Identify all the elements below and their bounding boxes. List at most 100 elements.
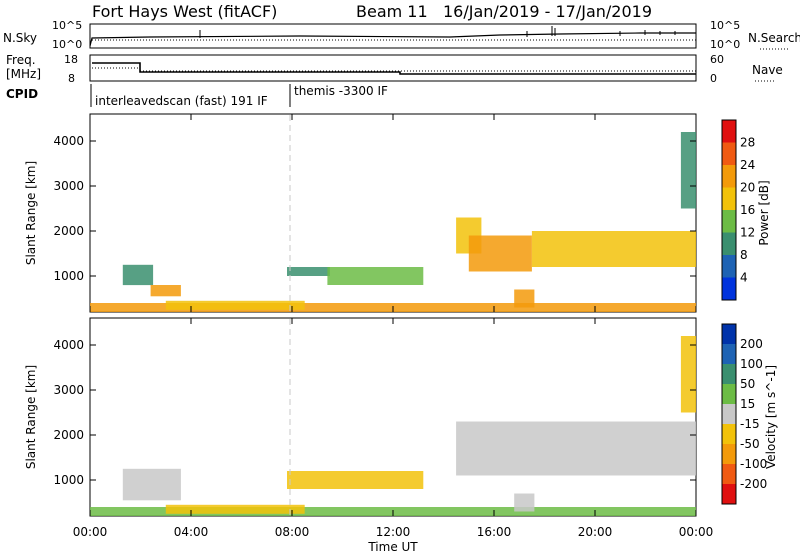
colorbar-swatch	[722, 384, 736, 404]
y-tick-label: 4000	[53, 134, 84, 148]
x-tick-label: 00:00	[679, 525, 714, 539]
sky-spikes	[199, 26, 676, 38]
date-range: 16/Jan/2019 - 17/Jan/2019	[443, 2, 652, 21]
x-tick-label: 08:00	[275, 525, 310, 539]
echo-region-5	[514, 493, 535, 512]
y-tick-label: 2000	[53, 428, 84, 442]
y-tick-label: 3000	[53, 383, 84, 397]
echo-region-4	[456, 421, 696, 476]
freq-tick-low: 8	[68, 72, 75, 85]
colorbar-swatch	[722, 277, 736, 300]
colorbar-tick-label: 4	[740, 271, 748, 285]
echo-region-9	[514, 289, 535, 308]
x-tick-label: 04:00	[174, 525, 209, 539]
nave-trace	[92, 67, 696, 72]
freq-label-line2: [MHz]	[6, 67, 41, 81]
echo-region-2	[165, 504, 305, 514]
y-tick-label: 1000	[53, 473, 84, 487]
x-tick-label: 12:00	[376, 525, 411, 539]
time-axis: 00:00 04:00 08:00 12:00 16:00 20:00 00:00	[73, 114, 714, 539]
colorbar-swatch	[722, 210, 736, 233]
colorbar-tick-label: 16	[740, 203, 755, 217]
sky-count-trace	[89, 32, 696, 47]
colorbar-tick-label: -50	[740, 437, 760, 451]
nave-label: Nave	[752, 63, 783, 77]
colorbar-swatch	[722, 255, 736, 278]
colorbar-swatch	[722, 364, 736, 384]
power-colorbar-label: Power [dB]	[757, 180, 771, 245]
colorbar-frame	[721, 119, 737, 301]
time-axis-label: Time UT	[367, 540, 418, 554]
cpid-mode-1: interleavedscan (fast) 191 IF	[95, 94, 268, 108]
search-label: N.Search	[748, 31, 800, 45]
colorbar-swatch	[722, 187, 736, 210]
colorbar-swatch	[722, 165, 736, 188]
x-tick-label: 20:00	[578, 525, 613, 539]
power-colorbar: 28 24 20 16 12 8 4	[721, 119, 755, 301]
echo-region-1	[122, 264, 154, 286]
colorbar-swatch	[722, 232, 736, 255]
colorbar-tick-label: 15	[740, 397, 755, 411]
y-tick-label: 1000	[53, 269, 84, 283]
sky-label: N.Sky	[3, 31, 37, 45]
echo-region-1	[122, 468, 181, 501]
freq-panel	[89, 54, 697, 82]
colorbar-tick-label: 28	[740, 136, 755, 150]
velocity-colorbar: 200 100 50 15 -15 -50 -100 -200	[721, 323, 767, 505]
echo-region-7	[468, 235, 532, 272]
echo-region-8	[531, 231, 696, 267]
echo-region-10	[680, 132, 696, 209]
nave-tick-high: 60	[710, 53, 724, 66]
cpid-mode-2: themis -3300 IF	[294, 84, 388, 98]
colorbar-tick-label: 50	[740, 377, 755, 391]
colorbar-swatch	[722, 404, 736, 424]
colorbar-tick-label: -15	[740, 417, 760, 431]
power-panel: 1000 2000 3000 4000 Slant Range [km] 28 24 20…	[24, 113, 771, 313]
y-tick-label: 3000	[53, 179, 84, 193]
x-tick-label: 16:00	[477, 525, 512, 539]
search-tick-low: 10^0	[710, 38, 740, 51]
freq-trace	[92, 62, 696, 75]
freq-tick-high: 18	[64, 53, 78, 66]
velocity-colorbar-label: Velocity [m s^-1]	[764, 365, 778, 469]
colorbar-tick-label: 24	[740, 158, 755, 172]
colorbar-swatch	[722, 484, 736, 504]
colorbar-frame	[721, 323, 737, 505]
colorbar-tick-label: 8	[740, 248, 748, 262]
colorbar-swatch	[722, 444, 736, 464]
y-tick-label: 2000	[53, 224, 84, 238]
colorbar-tick-label: 20	[740, 181, 755, 195]
beam-label: Beam 11	[356, 2, 428, 21]
colorbar-tick-label: -200	[740, 477, 767, 491]
echo-region-2	[150, 285, 181, 297]
echo-region-5	[327, 267, 424, 285]
colorbar-swatch	[722, 464, 736, 484]
power-ylabel: Slant Range [km]	[24, 161, 38, 265]
search-tick-high: 10^5	[710, 19, 740, 32]
power-y-ticks: 1000 2000 3000 4000	[53, 134, 696, 283]
cpid-label: CPID	[6, 87, 38, 101]
colorbar-swatch	[722, 142, 736, 165]
colorbar-swatch	[722, 120, 736, 143]
y-tick-label: 4000	[53, 338, 84, 352]
echo-region-6	[680, 336, 696, 413]
colorbar-tick-label: -100	[740, 457, 767, 471]
sky-tick-low: 10^0	[52, 38, 82, 51]
colorbar-tick-label: 12	[740, 226, 755, 240]
colorbar-swatch	[722, 424, 736, 444]
nave-tick-low: 0	[710, 72, 717, 85]
colorbar-swatch	[722, 324, 736, 344]
colorbar-swatch	[722, 344, 736, 364]
colorbar-tick-label: 200	[740, 337, 763, 351]
colorbar-tick-label: 100	[740, 357, 763, 371]
echo-region-3	[287, 471, 424, 489]
sky-panel	[89, 23, 697, 49]
velocity-panel: 1000 2000 3000 4000 Slant Range [km] 200 100…	[24, 317, 778, 517]
velocity-ylabel: Slant Range [km]	[24, 365, 38, 469]
sky-tick-high: 10^5	[52, 19, 82, 32]
velocity-y-ticks: 1000 2000 3000 4000	[53, 338, 696, 487]
echo-region-3	[165, 300, 305, 310]
station-title: Fort Hays West (fitACF)	[92, 2, 277, 21]
freq-label-line1: Freq.	[6, 53, 36, 67]
